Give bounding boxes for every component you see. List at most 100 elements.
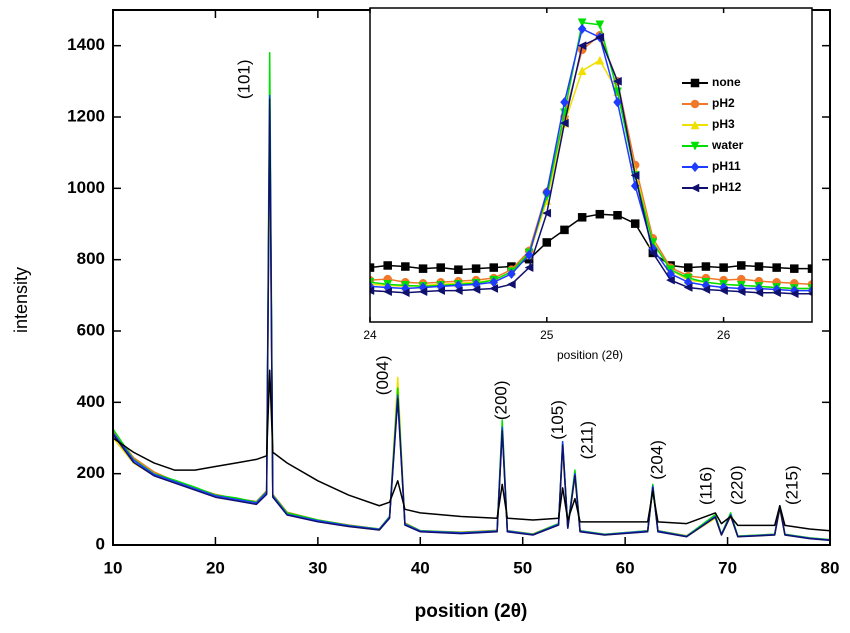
marker — [595, 20, 605, 30]
marker — [471, 264, 481, 273]
marker — [370, 263, 375, 272]
marker — [701, 262, 711, 271]
legend-label: water — [711, 138, 744, 152]
marker — [560, 97, 569, 108]
marker — [754, 288, 764, 298]
marker — [613, 210, 622, 220]
x-tick-label: 50 — [513, 558, 532, 577]
x-tick-label: 70 — [718, 558, 737, 577]
marker — [737, 261, 746, 270]
series-line — [113, 98, 830, 542]
y-axis-label: intensity — [11, 267, 31, 333]
marker — [790, 264, 799, 273]
y-tick-label: 400 — [77, 392, 105, 411]
x-tick-label: 30 — [308, 558, 327, 577]
marker — [454, 265, 463, 274]
marker — [507, 268, 516, 280]
legend-label: pH2 — [712, 96, 735, 110]
peak-label: (220) — [727, 465, 746, 505]
marker — [542, 208, 552, 218]
x-tick-label: 25 — [540, 328, 554, 342]
peak-label: (105) — [548, 400, 567, 440]
marker — [595, 55, 605, 65]
marker — [690, 141, 700, 151]
inset-x-axis-label: position (2θ) — [557, 348, 623, 362]
marker — [630, 171, 640, 180]
legend-label: pH11 — [712, 159, 741, 173]
marker — [666, 275, 675, 285]
marker — [648, 248, 658, 258]
marker — [595, 209, 605, 219]
marker — [683, 283, 693, 292]
marker — [612, 76, 622, 86]
peak-label: (211) — [578, 421, 597, 459]
marker — [400, 288, 410, 298]
x-tick-label: 60 — [616, 558, 635, 577]
marker — [690, 120, 700, 130]
series-group — [113, 52, 830, 542]
marker — [807, 264, 812, 273]
marker — [577, 213, 587, 222]
marker — [690, 78, 700, 88]
marker — [418, 264, 428, 273]
marker — [401, 262, 410, 271]
marker — [772, 288, 781, 298]
marker — [524, 263, 534, 272]
marker — [489, 263, 499, 272]
x-tick-label: 26 — [717, 328, 731, 342]
x-tick-label: 40 — [411, 558, 430, 577]
y-tick-label: 0 — [96, 534, 105, 553]
marker — [489, 284, 499, 293]
marker — [436, 263, 445, 272]
x-tick-label: 20 — [206, 558, 225, 577]
marker — [683, 263, 693, 272]
marker — [577, 23, 587, 35]
y-tick-label: 1400 — [67, 35, 105, 54]
marker — [736, 287, 746, 297]
y-tick-label: 800 — [77, 249, 105, 268]
marker — [506, 279, 516, 289]
marker — [453, 286, 463, 296]
series-group — [370, 18, 812, 299]
marker — [542, 238, 552, 247]
marker — [577, 41, 587, 51]
peak-label: (101) — [235, 59, 254, 99]
marker — [370, 286, 375, 296]
marker — [772, 263, 781, 272]
marker — [471, 285, 481, 294]
marker — [577, 18, 587, 28]
y-tick-label: 200 — [77, 463, 105, 482]
marker — [560, 225, 569, 235]
marker — [807, 291, 812, 297]
x-axis-label: position (2θ) — [415, 601, 528, 622]
marker — [630, 219, 640, 228]
peak-label: (004) — [373, 356, 392, 396]
marker — [524, 249, 534, 261]
marker — [383, 261, 392, 270]
plot-area — [370, 8, 812, 322]
marker — [754, 262, 764, 271]
marker — [613, 97, 622, 108]
marker — [701, 285, 711, 294]
marker — [542, 187, 552, 198]
axes-frame — [369, 7, 813, 323]
peak-label: (116) — [697, 467, 716, 505]
marker — [690, 99, 700, 109]
marker — [719, 286, 728, 296]
x-tick-label: 80 — [821, 558, 840, 577]
peak-label: (200) — [492, 380, 511, 420]
marker — [719, 263, 728, 272]
peak-label: (204) — [647, 440, 666, 480]
series-line — [113, 369, 830, 532]
marker — [690, 161, 700, 173]
y-tick-label: 1000 — [67, 178, 105, 197]
legend-label: pH12 — [712, 180, 742, 194]
marker — [789, 289, 799, 299]
legend-label: pH3 — [712, 117, 735, 131]
peak-label: (215) — [783, 465, 802, 505]
marker — [559, 118, 569, 128]
marker — [418, 287, 428, 297]
marker — [383, 287, 392, 297]
marker — [595, 32, 605, 42]
